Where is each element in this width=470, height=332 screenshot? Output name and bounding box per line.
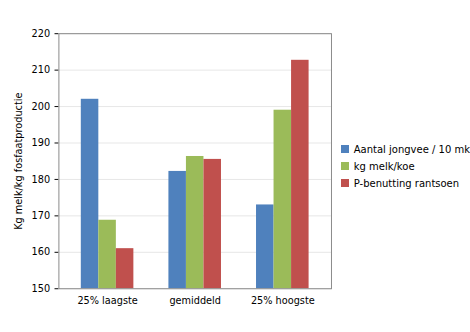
svg-text:220: 220 [32, 28, 51, 39]
html-text:P-benutting rantsoen: P-benutting rantsoen [353, 177, 460, 189]
svg-text:190: 190 [32, 138, 51, 149]
svg-text:25% laagste: 25% laagste [77, 296, 137, 307]
svg-text:200: 200 [32, 101, 51, 112]
svg-text:gemiddeld: gemiddeld [169, 296, 221, 307]
svg-text:25% hoogste: 25% hoogste [251, 296, 315, 307]
svg-text:180: 180 [32, 174, 51, 185]
svg-text:150: 150 [32, 283, 51, 294]
svg-text:Kg melk/kg fosfaatproductie: Kg melk/kg fosfaatproductie [13, 93, 24, 230]
svg-text:160: 160 [32, 247, 51, 258]
svg-text:170: 170 [32, 210, 51, 221]
svg-text:210: 210 [32, 65, 51, 76]
html-text:Aantal jongvee / 10 mk: Aantal jongvee / 10 mk [353, 143, 470, 155]
html-text:kg melk/koe: kg melk/koe [353, 160, 415, 172]
